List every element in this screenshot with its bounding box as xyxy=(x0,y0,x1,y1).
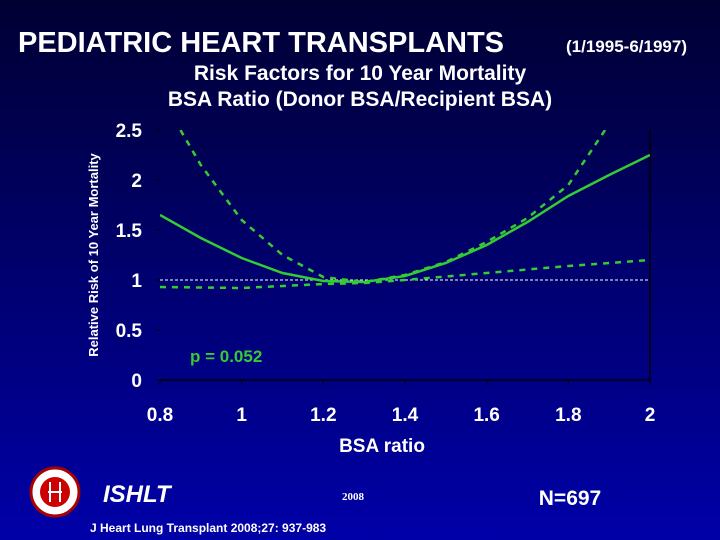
org-name: ISHLT xyxy=(103,481,173,508)
y-tick-label: 2 xyxy=(131,171,142,192)
x-tick-label: 1 xyxy=(236,405,247,426)
x-tick-label: 1.4 xyxy=(392,405,419,426)
x-tick-label: 0.8 xyxy=(147,405,173,426)
x-tick-label: 1.8 xyxy=(555,405,581,426)
x-axis-label: BSA ratio xyxy=(339,436,425,457)
subtitle: BSA Ratio (Donor BSA/Recipient BSA) xyxy=(168,88,552,111)
y-axis-label: Relative Risk of 10 Year Mortality xyxy=(86,152,101,356)
x-tick-label: 1.6 xyxy=(473,405,499,426)
y-tick-label: 0 xyxy=(131,371,142,392)
sample-size: N=697 xyxy=(539,487,601,510)
y-tick-label: 1 xyxy=(131,271,142,292)
series-line xyxy=(179,130,607,284)
logo xyxy=(29,466,81,518)
y-tick-label: 2.5 xyxy=(116,121,143,142)
title: PEDIATRIC HEART TRANSPLANTS xyxy=(18,27,504,59)
y-tick-label: 0.5 xyxy=(116,321,143,342)
subtitle: Risk Factors for 10 Year Mortality xyxy=(194,62,527,85)
annotation: p = 0.052 xyxy=(190,347,262,366)
title-period: (1/1995-6/1997) xyxy=(566,37,687,56)
x-tick-label: 1.2 xyxy=(310,405,336,426)
plot-area xyxy=(160,130,650,290)
x-tick-label: 2 xyxy=(645,405,656,426)
year: 2008 xyxy=(342,491,365,503)
citation: J Heart Lung Transplant 2008;27: 937-983 xyxy=(90,521,326,535)
y-tick-label: 1.5 xyxy=(116,221,143,242)
